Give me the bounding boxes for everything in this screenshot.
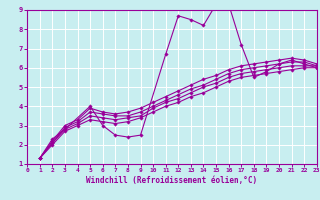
X-axis label: Windchill (Refroidissement éolien,°C): Windchill (Refroidissement éolien,°C) — [86, 176, 258, 185]
